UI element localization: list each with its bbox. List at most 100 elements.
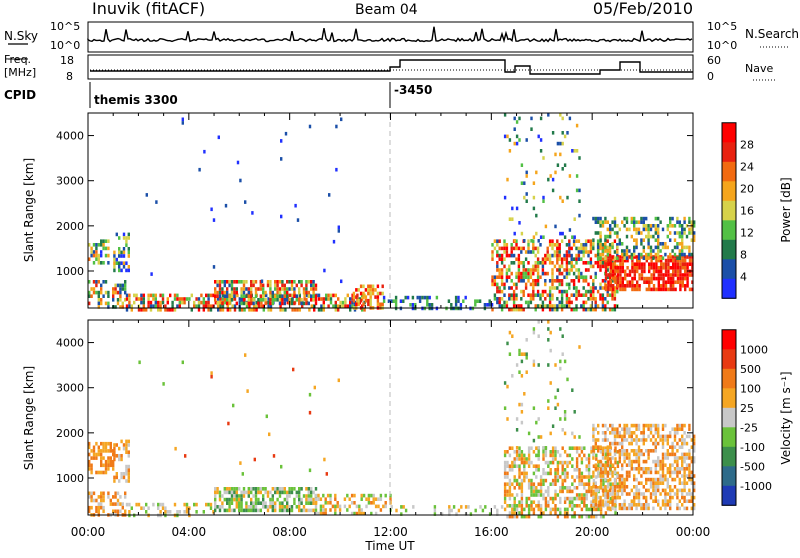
velocity-data-cell (666, 434, 669, 439)
power-data-cell (681, 234, 684, 239)
velocity-data-cell (669, 474, 672, 478)
velocity-data-cell (625, 438, 629, 442)
power-data-cell (310, 294, 313, 298)
velocity-data-cell (353, 501, 356, 505)
power-data-cell (573, 217, 576, 221)
power-data-cell (491, 282, 494, 287)
velocity-data-cell (585, 507, 588, 512)
velocity-data-cell (642, 459, 645, 464)
power-data-cell (547, 113, 550, 117)
velocity-data-cell (614, 446, 617, 450)
velocity-data-cell (97, 470, 100, 475)
power-data-cell (649, 252, 653, 257)
velocity-data-cell (676, 492, 679, 496)
velocity-data-cell (226, 497, 229, 502)
power-data-cell (559, 152, 562, 157)
power-data-cell (594, 216, 597, 221)
power-data-cell (503, 257, 506, 261)
power-colorbar-tick-label: 20 (740, 183, 754, 196)
power-data-cell (672, 273, 675, 277)
velocity-data-cell (602, 514, 605, 519)
velocity-data-cell (559, 486, 562, 490)
power-data-cell (218, 287, 222, 291)
power-data-cell (298, 287, 301, 291)
power-data-cell (650, 287, 653, 292)
velocity-data-cell (240, 505, 243, 509)
velocity-data-cell (688, 463, 691, 467)
power-data-cell (582, 307, 585, 312)
nsearch-tick-bottom: 10^0 (707, 39, 737, 52)
power-data-cell (522, 246, 525, 251)
power-data-cell (181, 117, 184, 122)
power-data-cell (667, 276, 670, 281)
power-data-cell (90, 287, 93, 291)
power-data-cell (520, 261, 523, 265)
velocity-data-cell (583, 493, 586, 497)
power-data-cell (457, 295, 460, 300)
velocity-data-cell (635, 467, 638, 471)
velocity-data-cell (625, 492, 629, 496)
velocity-data-cell (223, 487, 226, 491)
velocity-data-cell (283, 487, 286, 491)
power-data-cell (688, 231, 691, 235)
velocity-data-cell (118, 479, 121, 483)
power-data-cell (578, 156, 581, 160)
velocity-data-cell (317, 493, 320, 498)
power-data-cell (274, 280, 277, 284)
velocity-data-cell (666, 485, 669, 489)
velocity-data-cell (233, 494, 236, 498)
power-data-cell (640, 266, 644, 270)
velocity-data-cell (178, 510, 181, 514)
power-data-cell (529, 268, 533, 272)
power-data-cell (496, 261, 499, 265)
power-data-cell (262, 294, 265, 298)
velocity-data-cell (580, 496, 584, 501)
power-data-cell (601, 297, 605, 301)
velocity-data-cell (681, 463, 684, 467)
velocity-data-cell (614, 460, 617, 465)
velocity-data-cell (274, 508, 277, 513)
power-data-cell (547, 177, 550, 182)
power-data-cell (498, 300, 501, 305)
power-data-cell (517, 261, 521, 265)
velocity-data-cell (324, 511, 327, 516)
power-data-cell (426, 295, 429, 300)
power-data-cell (218, 294, 222, 298)
power-data-cell (334, 300, 337, 305)
velocity-data-cell (599, 506, 602, 511)
power-data-cell (104, 246, 108, 251)
power-data-cell (154, 293, 157, 298)
power-data-cell (565, 250, 569, 254)
velocity-data-cell (506, 384, 509, 389)
power-data-cell (637, 231, 641, 235)
velocity-data-cell (554, 482, 557, 486)
velocity-data-cell (515, 507, 519, 512)
velocity-data-cell (671, 449, 674, 453)
velocity-data-cell (630, 499, 633, 503)
power-data-cell (580, 243, 583, 247)
power-data-cell (508, 275, 511, 279)
velocity-data-cell (592, 514, 596, 519)
power-data-cell (649, 249, 653, 253)
power-data-cell (582, 300, 585, 305)
velocity-data-cell (664, 477, 667, 482)
power-data-cell (371, 284, 375, 289)
power-data-cell (240, 301, 243, 306)
cpid-entry-1: themis 3300 (94, 93, 178, 107)
velocity-data-cell (508, 464, 512, 468)
velocity-data-cell (659, 459, 662, 464)
velocity-data-cell (661, 427, 665, 431)
power-data-cell (291, 293, 294, 298)
power-data-cell (626, 266, 629, 270)
power-data-cell (616, 280, 620, 284)
velocity-data-cell (592, 456, 595, 460)
power-data-cell (565, 282, 569, 287)
velocity-data-cell (606, 427, 609, 431)
velocity-data-cell (621, 441, 624, 446)
velocity-data-cell (322, 508, 325, 512)
velocity-data-cell (578, 493, 581, 497)
power-data-cell (614, 276, 617, 281)
power-data-cell (618, 242, 621, 246)
power-data-cell (592, 282, 595, 287)
power-data-cell (688, 245, 691, 250)
